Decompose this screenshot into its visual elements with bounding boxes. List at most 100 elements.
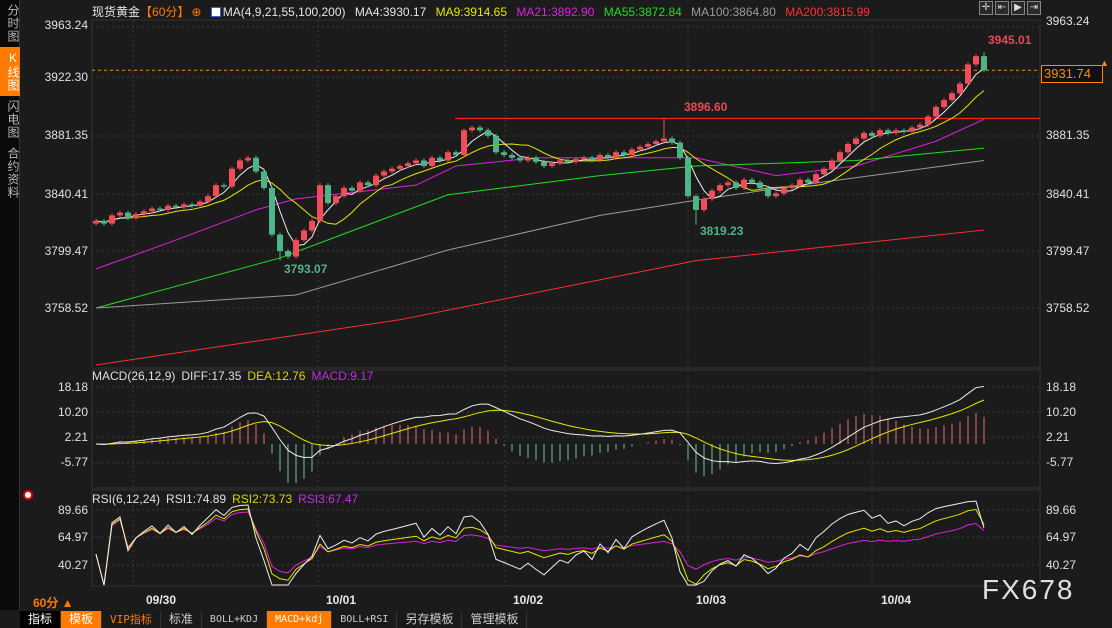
candle-body: [437, 157, 443, 161]
candle-body: [413, 160, 419, 164]
candle-body: [485, 130, 491, 136]
fx678-watermark: FX678: [982, 574, 1075, 605]
rsi1-value: RSI1:74.89: [166, 492, 227, 506]
candle-body: [549, 163, 555, 166]
template-standard[interactable]: 标准: [160, 611, 202, 628]
candle-body: [973, 56, 979, 65]
candle-body: [253, 157, 259, 172]
pane-border: [91, 489, 1041, 587]
sidebar: 分时图 K线图 闪电图 合约资料: [0, 0, 20, 610]
candle-body: [357, 182, 363, 191]
candle-body: [493, 135, 499, 153]
crosshair-icon[interactable]: ✛: [979, 1, 993, 15]
candle-body: [469, 127, 475, 131]
rsi-label-right: 89.66: [1046, 503, 1077, 517]
tab-indicators[interactable]: 指标: [20, 611, 62, 628]
zoom-out-icon[interactable]: ▶: [1011, 1, 1025, 15]
candle-body: [789, 185, 795, 188]
candle-body: [869, 133, 875, 136]
candle-body: [749, 179, 755, 183]
tab-timeshare[interactable]: 分时图: [6, 4, 20, 43]
candle-body: [181, 204, 187, 208]
candle-body: [893, 130, 899, 134]
rsi-title: RSI(6,12,24): [92, 492, 161, 506]
candle-body: [757, 182, 763, 188]
candle-body: [717, 185, 723, 191]
candle-body: [629, 149, 635, 155]
candle-body: [701, 198, 707, 210]
macd-label-right: 2.21: [1046, 430, 1070, 444]
manage-templates-button[interactable]: 管理模板: [462, 611, 528, 628]
save-template-button[interactable]: 另存模板: [397, 611, 463, 628]
ma21-value: MA21:3892.90: [516, 5, 595, 19]
ma55-value: MA55:3872.84: [603, 5, 682, 19]
candle-body: [517, 157, 523, 161]
candle-body: [149, 208, 155, 212]
macd-legend: MACD(26,12,9) DIFF:17.35 DEA:12.76 MACD:9.1…: [92, 369, 379, 383]
candle-body: [837, 152, 843, 161]
indicator-settings-icon[interactable]: [23, 490, 33, 500]
candle-body: [429, 157, 435, 166]
candle-body: [293, 240, 299, 257]
high-price-label: 3945.01: [988, 33, 1032, 47]
candle-body: [877, 130, 883, 136]
date-label: 10/01: [326, 593, 357, 607]
price-label-right: 3963.24: [1046, 14, 1090, 28]
move-right-icon[interactable]: ⇥: [1027, 1, 1041, 15]
candle-body: [853, 138, 859, 145]
candle-body: [573, 159, 579, 162]
tab-flash[interactable]: 闪电图: [6, 100, 20, 139]
candle-body: [885, 130, 891, 134]
candle-body: [813, 174, 819, 183]
template-boll-rsi[interactable]: BOLL+RSI: [332, 611, 398, 628]
candle-body: [933, 106, 939, 117]
candle-body: [125, 212, 131, 219]
tab-kline[interactable]: K线图: [0, 47, 20, 96]
candle-body: [509, 154, 515, 158]
rsi2-value: RSI2:73.73: [232, 492, 293, 506]
candle-body: [501, 152, 507, 155]
add-icon[interactable]: ⊕: [191, 5, 202, 19]
low-price-label: 3793.07: [284, 262, 328, 276]
rsi-label: 64.97: [57, 530, 88, 544]
macd-label-right: 18.18: [1046, 380, 1077, 394]
template-boll-kdj[interactable]: BOLL+KDJ: [201, 611, 268, 628]
candle-body: [765, 187, 771, 197]
macd-title: MACD(26,12,9): [92, 369, 176, 383]
tab-vip-indicators[interactable]: VIP指标: [102, 611, 161, 628]
candle-body: [709, 190, 715, 199]
candle-body: [669, 138, 675, 143]
candle-body: [949, 93, 955, 101]
tab-templates[interactable]: 模板: [61, 611, 103, 628]
candle-body: [165, 205, 171, 210]
candle-body: [381, 171, 387, 176]
date-label: 10/02: [513, 593, 544, 607]
macd-value: MACD:9.17: [311, 369, 374, 383]
candle-body: [261, 171, 267, 188]
candle-body: [597, 154, 603, 161]
candle-body: [317, 185, 323, 221]
indicator-chart-icon[interactable]: [210, 7, 221, 17]
zoom-in-icon[interactable]: ⇤: [995, 1, 1009, 15]
candle-body: [101, 220, 107, 224]
period-selector[interactable]: 60分 ▲: [33, 596, 74, 610]
candle-body: [645, 144, 651, 147]
candle-body: [693, 196, 699, 210]
macd-dea: DEA:12.76: [247, 369, 306, 383]
candle-body: [309, 220, 315, 231]
date-label: 09/30: [146, 593, 177, 607]
scroll-up-icon[interactable]: ▲: [1100, 58, 1109, 68]
price-label-left: 3922.30: [44, 70, 88, 84]
candle-body: [93, 220, 99, 224]
main-legend: 现货黄金【60分】 ⊕ MA(4,9,21,55,100,200) MA4:393…: [92, 3, 876, 20]
tab-contract-info[interactable]: 合约资料: [6, 147, 20, 199]
price-label-right: 3881.35: [1046, 128, 1090, 142]
candle-body: [157, 208, 163, 210]
candle-body: [581, 157, 587, 160]
candle-body: [725, 182, 731, 186]
price-label-left: 3881.35: [44, 128, 88, 142]
candle-body: [541, 161, 547, 166]
candle-body: [245, 157, 251, 161]
template-macd-kdj[interactable]: MACD+kdj: [267, 611, 333, 628]
